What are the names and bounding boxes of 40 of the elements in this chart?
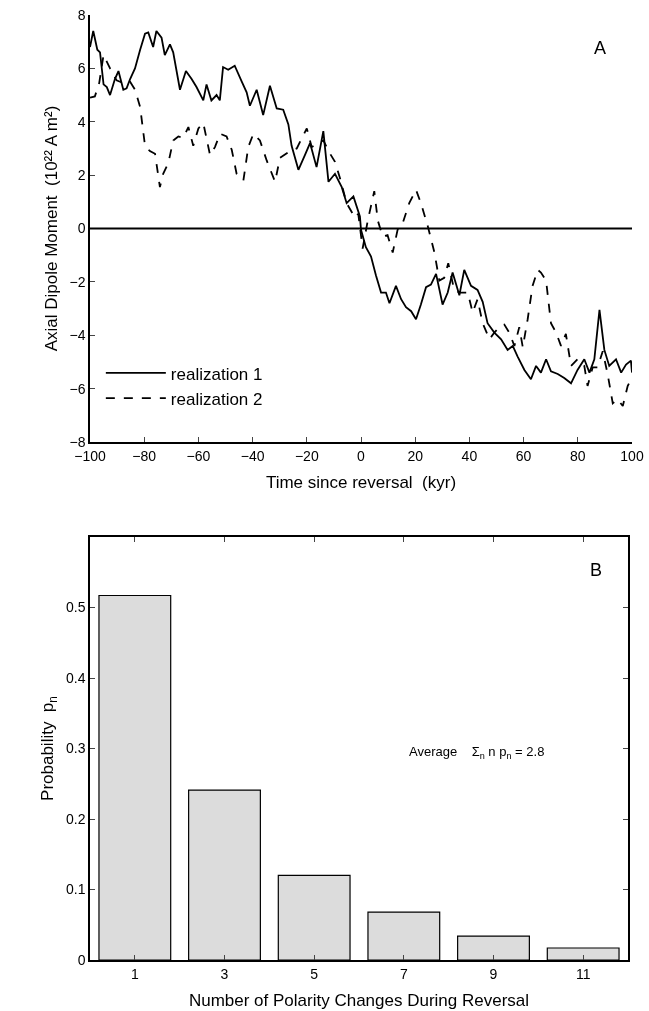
y-tick-label: −4 — [69, 327, 86, 344]
y-tick-label: 8 — [77, 6, 86, 23]
y-tick-label: 2 — [77, 167, 86, 184]
x-tick-label: −40 — [240, 447, 265, 464]
y-tick-label: −6 — [69, 380, 86, 397]
x-axis-title: Number of Polarity Changes During Reversal — [188, 991, 530, 1011]
annotation: Average Σ$_{n}$ n p$_{n}$ = 2.8 — [409, 744, 545, 761]
x-tick-label: 1 — [130, 965, 139, 982]
y-tick-label: 6 — [77, 60, 86, 77]
y-axis-title: Axial Dipole Moment (10²² A m²) — [41, 105, 61, 352]
y-tick-label: −2 — [69, 273, 86, 290]
x-tick-label: 80 — [570, 447, 586, 464]
y-tick-label: 0.2 — [65, 810, 86, 827]
legend-label: realization 2 — [170, 389, 263, 409]
x-tick-label: 5 — [310, 965, 319, 982]
x-tick-label: 3 — [220, 965, 229, 982]
x-tick-label: 20 — [407, 447, 424, 464]
x-tick-label: 11 — [575, 965, 591, 982]
y-tick-label: −8 — [69, 433, 86, 450]
y-tick-label: 0.1 — [65, 881, 86, 898]
x-tick-label: −20 — [294, 447, 319, 464]
x-tick-label: 100 — [620, 447, 644, 464]
x-tick-label: 60 — [515, 447, 532, 464]
x-tick-label: 7 — [399, 965, 408, 982]
y-tick-label: 0 — [77, 220, 86, 237]
x-axis-title: Time since reversal (kyr) — [265, 473, 457, 493]
x-tick-label: −100 — [74, 447, 106, 464]
annotation: B — [590, 560, 603, 580]
annotation: A — [594, 38, 607, 58]
y-tick-label: 0.3 — [65, 740, 86, 757]
y-tick-label: 0 — [77, 951, 86, 968]
y-tick-label: 4 — [77, 113, 86, 130]
x-tick-label: 40 — [461, 447, 478, 464]
y-tick-label: 0.5 — [65, 599, 86, 616]
x-tick-label: 0 — [357, 447, 366, 464]
x-tick-label: 9 — [489, 965, 498, 982]
legend-label: realization 1 — [170, 364, 263, 384]
x-tick-label: −60 — [186, 447, 211, 464]
y-tick-label: 0.4 — [65, 669, 86, 686]
x-tick-label: −80 — [132, 447, 157, 464]
